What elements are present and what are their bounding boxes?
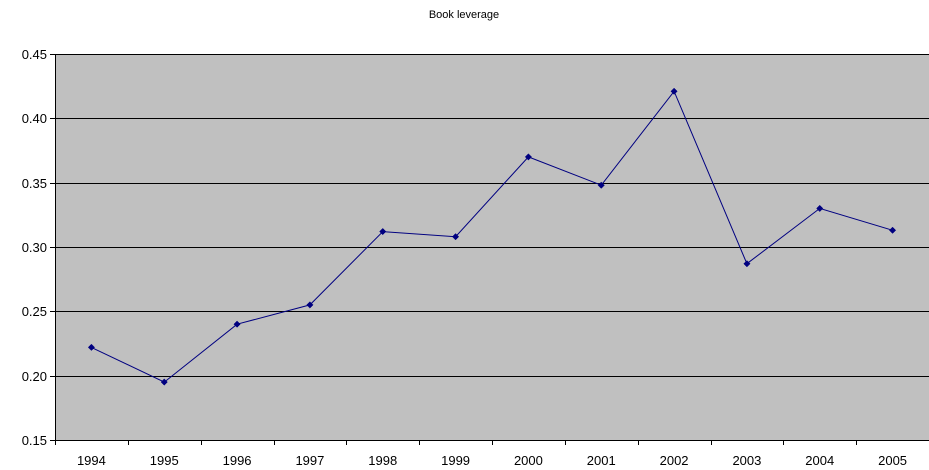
y-tick-label: 0.30	[22, 240, 47, 255]
data-point	[160, 378, 168, 386]
x-axis-ticks: 1994 1995 1996 1997 1998 1999 2000 2001 2002 2003…	[55, 440, 907, 468]
data-point	[889, 226, 897, 234]
data-point	[87, 343, 95, 351]
x-tick-label: 1999	[441, 453, 470, 468]
data-point	[452, 233, 460, 241]
chart-title: Book leverage	[429, 9, 499, 21]
data-point	[816, 204, 824, 212]
x-tick-label: 2001	[587, 453, 616, 468]
series-group	[87, 87, 897, 386]
y-axis-ticks: 0.15 0.20 0.25 0.30 0.35 0.40 0.45	[22, 47, 55, 448]
x-tick-label: 2004	[805, 453, 834, 468]
y-tick-label: 0.20	[22, 369, 47, 384]
data-point	[379, 228, 387, 236]
y-tick-label: 0.35	[22, 176, 47, 191]
data-point	[670, 87, 678, 95]
y-tick-label: 0.45	[22, 47, 47, 62]
data-point	[233, 320, 241, 328]
data-point	[306, 301, 314, 309]
x-tick-label: 2003	[732, 453, 761, 468]
x-tick-label: 2002	[660, 453, 689, 468]
y-tick-label: 0.25	[22, 304, 47, 319]
series-line	[91, 90, 893, 383]
x-tick-label: 1994	[77, 453, 106, 468]
y-tick-label: 0.15	[22, 433, 47, 448]
gridlines	[55, 54, 929, 377]
data-point	[597, 181, 605, 189]
data-point	[524, 153, 532, 161]
x-tick-label: 1996	[223, 453, 252, 468]
x-tick-label: 2000	[514, 453, 543, 468]
data-point	[743, 260, 751, 268]
x-tick-label: 2005	[878, 453, 907, 468]
x-tick-label: 1998	[368, 453, 397, 468]
x-tick-label: 1995	[150, 453, 179, 468]
y-tick-label: 0.40	[22, 111, 47, 126]
x-tick-label: 1997	[295, 453, 324, 468]
